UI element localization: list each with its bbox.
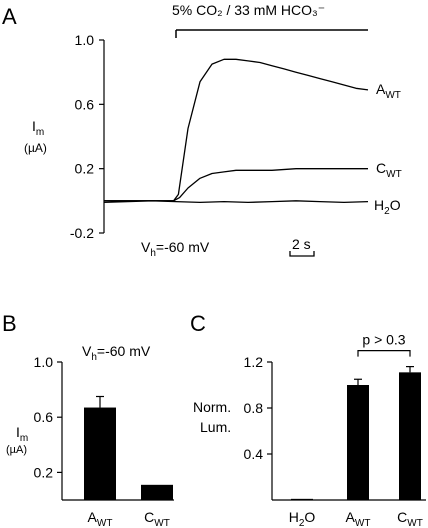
y-tick-label: 0.6 <box>75 96 95 112</box>
x-tick-label: CWT <box>397 509 423 528</box>
y-tick-label: 0.2 <box>75 161 95 177</box>
x-tick-labels: H2O AWT CWT <box>289 509 423 528</box>
time-scale-bar <box>289 251 315 257</box>
traces <box>103 58 369 204</box>
y-axis-label: Im <box>16 424 28 444</box>
bars <box>291 366 421 500</box>
trace-h2o <box>103 200 369 204</box>
y-ticks: 1.0 0.6 0.2 -0.2 <box>70 32 104 241</box>
series-label-cwt: CWT <box>376 160 402 180</box>
stimulus-label: 5% CO₂ / 33 mM HCO₃⁻ <box>172 2 325 18</box>
panel-b-title: Vh=-60 mV <box>82 343 151 363</box>
bar <box>84 407 116 500</box>
y-axis-label: Im <box>32 118 44 138</box>
panel-c: C 1.2 0.8 0.4 H2O AWT CWT Norm. Lum. p > 0.3 <box>190 311 426 528</box>
y-axis-unit: (µA) <box>24 141 47 155</box>
trace-cwt <box>104 168 368 202</box>
significance-bracket <box>357 350 411 357</box>
y-tick-label: 1.2 <box>244 354 264 370</box>
panel-b: B Vh=-60 mV 1.0 0.6 0.2 AWT CWT Im (µA) <box>2 311 174 528</box>
trace-awt <box>104 58 369 202</box>
y-tick-label: 1.0 <box>75 32 95 48</box>
holding-potential-label: Vh=-60 mV <box>141 239 210 259</box>
y-tick-label: 0.6 <box>34 409 54 425</box>
y-axis-unit: (µA) <box>6 444 27 456</box>
bar <box>399 372 421 500</box>
panel-letter-c: C <box>190 311 206 336</box>
bar <box>141 484 173 500</box>
x-tick-labels: AWT CWT <box>88 509 170 528</box>
panel-a: A 5% CO₂ / 33 mM HCO₃⁻ 1.00.60.2-0.2 Im … <box>2 2 402 259</box>
series-label-awt: AWT <box>376 81 401 101</box>
panel-letter-b: B <box>2 311 17 336</box>
bar <box>291 498 313 500</box>
x-tick-label: AWT <box>88 509 113 528</box>
x-tick-label: CWT <box>144 509 170 528</box>
y-tick-label: 1.0 <box>34 354 54 370</box>
x-tick-label: H2O <box>289 509 316 528</box>
scale-bar-label: 2 s <box>292 236 311 252</box>
y-axis-label-line2: Lum. <box>200 419 231 435</box>
panel-letter-a: A <box>2 4 17 29</box>
y-tick-label: 0.4 <box>244 446 264 462</box>
x-tick-label: AWT <box>346 509 371 528</box>
bars <box>84 395 173 500</box>
y-tick-label: 0.8 <box>244 400 264 416</box>
bar <box>347 385 369 500</box>
y-ticks: 1.0 0.6 0.2 <box>34 354 62 480</box>
y-tick-label: -0.2 <box>70 225 94 241</box>
y-tick-label: 0.2 <box>34 464 54 480</box>
significance-label: p > 0.3 <box>362 332 405 348</box>
y-ticks: 1.2 0.8 0.4 <box>244 354 272 462</box>
y-axis-label-line1: Norm. <box>193 399 231 415</box>
series-label-h2o: H2O <box>374 197 401 217</box>
